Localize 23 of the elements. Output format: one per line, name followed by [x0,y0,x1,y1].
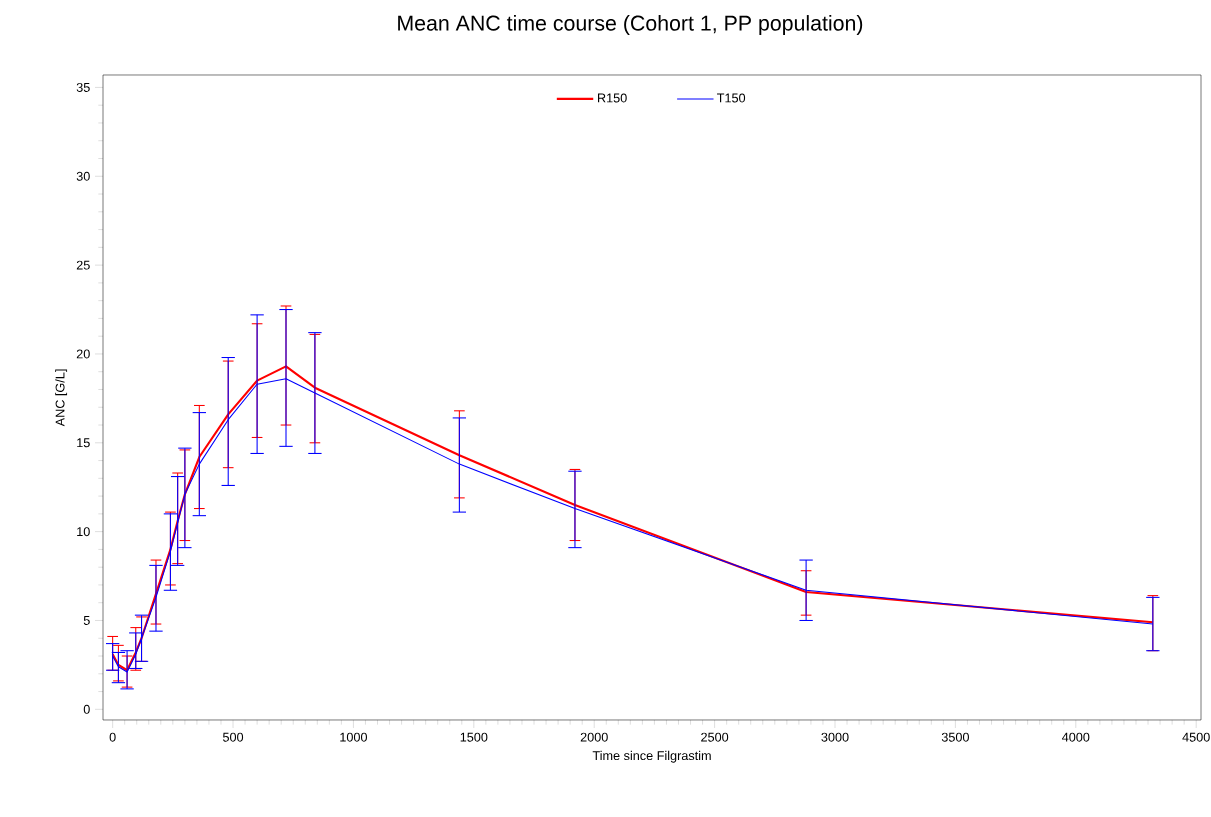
y-tick-label: 30 [76,171,90,181]
x-tick-label: 0 [109,732,116,742]
x-tick-label: 3000 [821,732,849,742]
y-tick-label: 15 [77,438,90,448]
y-tick-label: 25 [76,260,90,270]
x-tick-label: 2000 [580,732,608,742]
y-tick-label: 5 [83,616,90,625]
legend-label: R150 [598,93,627,103]
y-tick-label: 0 [83,704,90,714]
y-tick-label: 35 [76,82,90,92]
x-tick-label: 3500 [941,732,969,742]
x-tick-label: 4500 [1182,732,1210,742]
x-tick-label: 1000 [340,732,368,742]
y-tick-label: 10 [77,527,90,537]
x-tick-label: 1500 [460,732,488,742]
x-tick-label: 2500 [701,732,729,742]
y-tick-label: 20 [76,349,90,359]
legend-label: T150 [717,93,746,103]
x-tick-label: 500 [222,732,244,742]
chart-title: Mean ANC time course (Cohort 1, PP population) [398,15,863,35]
y-axis-title: ANC [G/L] [55,369,68,427]
x-axis-title: Time since Filgrastim [592,750,711,763]
x-tick-label: 4000 [1062,732,1090,742]
